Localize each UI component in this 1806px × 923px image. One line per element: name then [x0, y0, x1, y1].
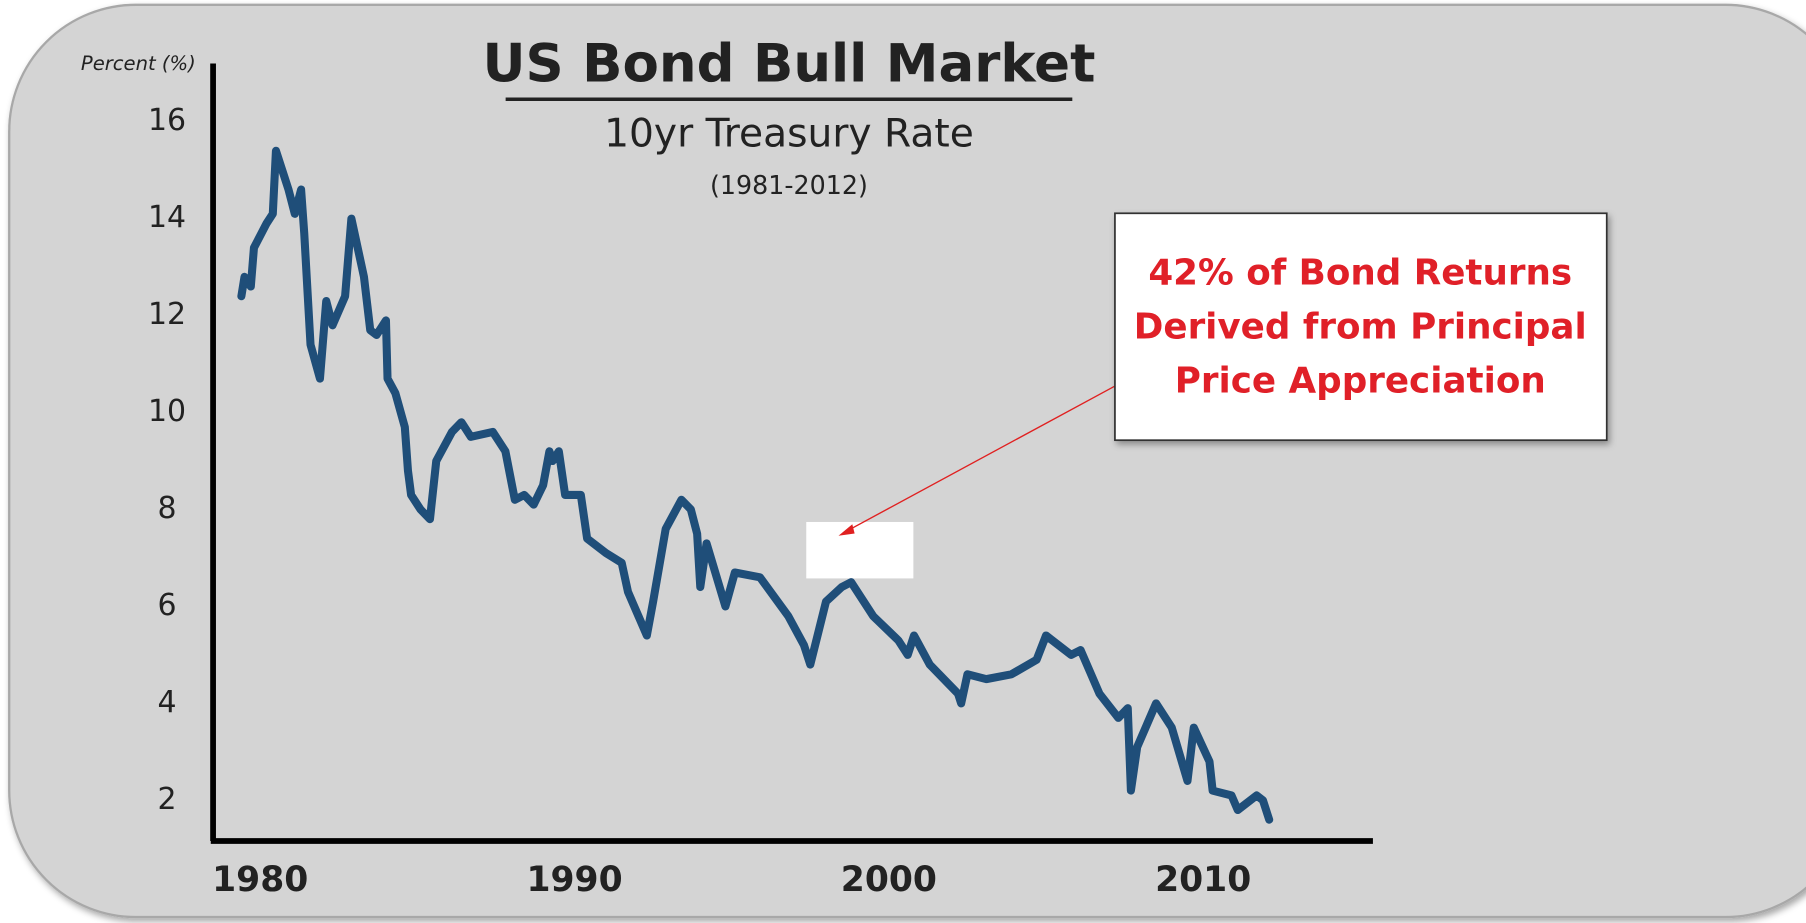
y-tick-label: 16	[148, 103, 186, 138]
chart-subtitle: 10yr Treasury Rate	[604, 112, 974, 157]
y-tick-label: 12	[148, 297, 186, 332]
white-patch	[806, 521, 914, 579]
date-range: (1981-2012)	[710, 170, 868, 200]
y-tick-label: 8	[157, 491, 176, 526]
annotation-arrow	[846, 385, 1116, 532]
data-line	[237, 146, 1274, 824]
y-tick-label: 2	[157, 782, 176, 817]
y-axis-label: Percent (%)	[81, 52, 196, 75]
x-tick-label: 2000	[841, 860, 937, 900]
chart-title: US Bond Bull Market	[483, 34, 1096, 95]
annotation-line: Derived from Principal	[1134, 306, 1587, 347]
x-tick-label: 1980	[212, 860, 308, 900]
y-tick-label: 10	[148, 394, 186, 429]
annotation-line: 42% of Bond Returns	[1148, 252, 1572, 293]
x-tick-label: 1990	[526, 860, 622, 900]
annotation-line: Price Appreciation	[1175, 361, 1546, 402]
y-tick-label: 6	[157, 588, 176, 623]
y-tick-label: 14	[148, 200, 186, 235]
plot	[237, 146, 1274, 824]
annotation-box	[1114, 212, 1608, 442]
arrow-head	[838, 524, 855, 536]
x-tick-label: 2010	[1155, 860, 1251, 900]
y-tick-label: 4	[157, 685, 176, 720]
